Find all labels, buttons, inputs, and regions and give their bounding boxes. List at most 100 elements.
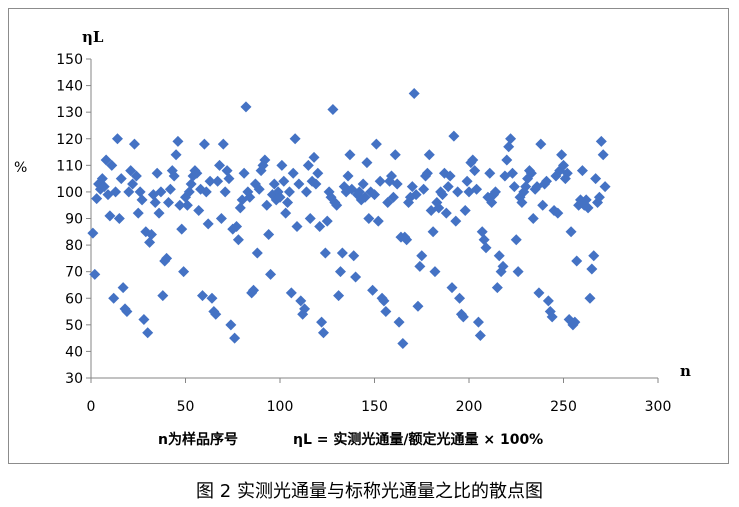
y-tick-label: 90	[65, 212, 83, 228]
data-point	[588, 250, 600, 262]
data-point	[206, 292, 218, 304]
data-point	[565, 226, 577, 238]
data-point	[321, 215, 333, 227]
data-point	[115, 173, 127, 185]
data-point	[87, 227, 99, 239]
data-point	[478, 234, 490, 246]
data-point	[217, 138, 229, 150]
data-point	[469, 165, 481, 177]
data-point	[333, 290, 345, 302]
y-tick-label: 150	[56, 52, 83, 68]
data-point	[418, 183, 430, 195]
data-point	[289, 133, 301, 145]
y-tick-label: 30	[65, 371, 83, 387]
data-point	[501, 154, 513, 166]
data-point	[386, 170, 398, 182]
data-point	[225, 319, 237, 331]
data-point	[259, 154, 271, 166]
data-point	[293, 178, 305, 190]
y-tick-label: 50	[65, 318, 83, 334]
data-point	[423, 149, 435, 161]
data-point	[134, 186, 146, 198]
data-point	[181, 199, 193, 211]
y-tick-label: 140	[56, 79, 83, 95]
data-point	[231, 220, 243, 232]
chart-frame	[8, 8, 729, 464]
y-tick-label: 40	[65, 344, 83, 360]
data-point	[397, 337, 409, 349]
data-point	[144, 236, 156, 248]
data-point	[274, 191, 286, 203]
data-point	[542, 295, 554, 307]
data-point	[421, 167, 433, 179]
data-point	[91, 193, 103, 205]
data-point	[510, 234, 522, 246]
data-point	[276, 159, 288, 171]
data-point	[253, 183, 265, 195]
data-point	[467, 154, 479, 166]
data-point	[316, 316, 328, 328]
data-point	[111, 133, 123, 145]
data-point	[304, 213, 316, 224]
data-point	[299, 303, 311, 315]
data-point	[401, 234, 413, 246]
data-point	[357, 178, 369, 190]
data-point	[162, 197, 174, 209]
data-point	[427, 226, 439, 238]
data-point	[308, 151, 320, 163]
data-point	[263, 228, 275, 240]
data-point	[582, 202, 594, 214]
data-point	[170, 149, 182, 161]
data-point	[597, 149, 609, 161]
data-point	[240, 101, 252, 113]
data-point	[128, 138, 140, 150]
data-point	[153, 207, 165, 219]
data-point	[546, 311, 558, 323]
data-point	[164, 183, 176, 195]
y-tick-label: 120	[56, 132, 83, 148]
data-point	[244, 191, 256, 203]
data-point	[221, 165, 233, 177]
x-tick-label: 300	[645, 399, 672, 415]
data-point	[410, 189, 422, 201]
data-point	[117, 282, 129, 294]
data-point	[508, 181, 520, 193]
y-tick-labels: 30 40 50 60 70 80 90 100 110 120 130 140 150	[56, 52, 83, 387]
x-tick-label: 50	[177, 399, 195, 415]
data-point	[197, 290, 209, 302]
data-point	[433, 202, 445, 214]
data-point	[314, 220, 326, 232]
data-point	[484, 167, 496, 179]
data-point	[302, 159, 314, 171]
data-point	[448, 130, 460, 142]
y-tick-label: 110	[56, 158, 83, 174]
x-tick-label: 150	[361, 399, 388, 415]
data-point	[193, 205, 205, 217]
data-point	[372, 215, 384, 227]
data-point	[454, 292, 466, 304]
data-point	[223, 173, 235, 185]
data-point	[178, 266, 190, 278]
data-point	[104, 210, 116, 222]
data-point	[561, 167, 573, 179]
data-point	[185, 178, 197, 190]
y-tick-label: 130	[56, 105, 83, 121]
data-point	[214, 159, 226, 171]
x-axis-title: n	[680, 362, 691, 380]
data-point	[142, 327, 154, 339]
data-point	[336, 247, 348, 259]
data-point	[229, 332, 241, 344]
data-point	[571, 255, 583, 267]
data-point	[176, 223, 188, 235]
data-point	[416, 250, 428, 262]
data-point	[406, 181, 418, 193]
data-point	[471, 183, 483, 195]
y-tick-label: 100	[56, 185, 83, 201]
data-point	[380, 306, 392, 318]
data-point	[516, 197, 528, 209]
data-point	[121, 306, 133, 318]
data-point	[558, 159, 569, 171]
data-point	[525, 167, 537, 179]
data-point	[312, 167, 324, 179]
data-point	[200, 186, 212, 198]
